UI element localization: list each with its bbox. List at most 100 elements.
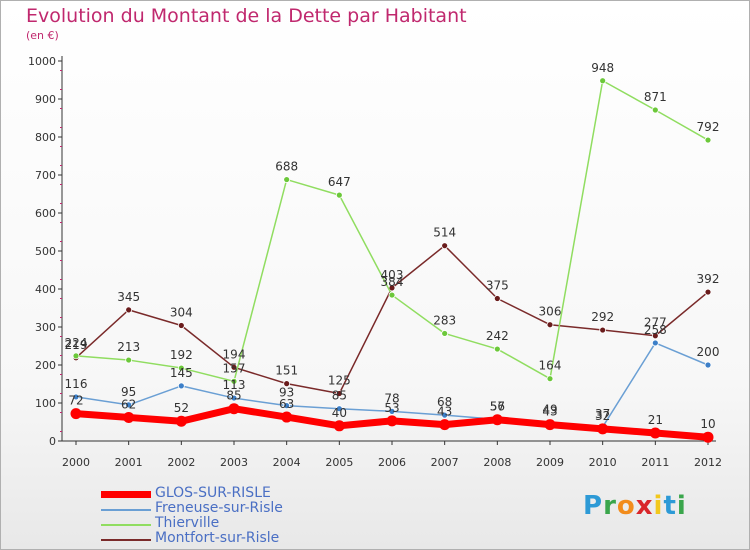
data-point <box>704 288 712 296</box>
data-label: 32 <box>595 409 610 423</box>
data-label: 40 <box>332 406 347 420</box>
chart-subtitle: (en €) <box>26 29 59 42</box>
data-point <box>228 403 240 415</box>
y-tick-label: 200 <box>35 359 56 372</box>
data-label: 345 <box>117 290 140 304</box>
logo-letter: o <box>616 491 636 521</box>
data-point <box>491 414 503 426</box>
data-label: 95 <box>121 385 136 399</box>
data-label: 392 <box>697 272 720 286</box>
x-tick-label: 2004 <box>273 456 301 469</box>
logo-letter: i <box>676 491 687 521</box>
data-point <box>283 402 291 410</box>
legend-label-freneuse: Freneuse-sur-Risle <box>155 500 283 516</box>
data-label: 10 <box>700 417 715 431</box>
x-tick-label: 2009 <box>536 456 564 469</box>
data-label: 151 <box>275 364 298 378</box>
data-point <box>335 405 343 413</box>
data-label: 43 <box>437 405 452 419</box>
data-point <box>125 356 133 364</box>
data-label: 304 <box>170 305 193 319</box>
x-tick-label: 2012 <box>694 456 722 469</box>
data-point <box>493 295 501 302</box>
x-tick-label: 2008 <box>483 456 511 469</box>
legend-label-montfort: Montfort-sur-Risle <box>155 530 280 546</box>
data-label: 49 <box>542 402 557 416</box>
chart-title: Evolution du Montant de la Dette par Hab… <box>26 5 467 27</box>
data-label: 384 <box>381 275 404 289</box>
x-tick-label: 2010 <box>589 456 617 469</box>
data-label: 52 <box>174 401 189 415</box>
x-tick-label: 2011 <box>641 456 669 469</box>
logo-letter: x <box>635 491 654 521</box>
data-label: 113 <box>223 378 246 392</box>
data-point <box>546 375 554 383</box>
data-point <box>599 77 607 85</box>
logo-letter: r <box>603 491 617 521</box>
proxiti-logo: Proxiti <box>583 491 687 521</box>
data-label: 242 <box>486 329 509 343</box>
legend-swatch-glos <box>101 491 151 498</box>
data-point <box>72 393 80 401</box>
data-point <box>702 431 714 443</box>
x-tick-label: 2006 <box>378 456 406 469</box>
data-point <box>704 361 712 369</box>
data-label: 56 <box>490 400 505 414</box>
x-tick-label: 2007 <box>431 456 459 469</box>
data-point <box>651 332 659 340</box>
data-label: 157 <box>223 361 246 375</box>
data-point <box>544 419 556 431</box>
data-label: 43 <box>542 405 557 419</box>
data-point <box>651 339 659 347</box>
data-point <box>388 407 396 415</box>
data-point <box>441 242 449 250</box>
data-label: 194 <box>223 347 246 361</box>
data-point <box>175 415 187 427</box>
data-label: 948 <box>591 61 614 75</box>
data-label: 93 <box>279 386 294 400</box>
data-label: 85 <box>332 389 347 403</box>
y-tick-label: 0 <box>49 435 56 448</box>
data-point <box>72 352 80 360</box>
data-point <box>599 326 607 334</box>
y-tick-label: 400 <box>35 283 56 296</box>
data-point <box>125 401 133 409</box>
y-tick-label: 700 <box>35 169 56 182</box>
data-label: 85 <box>226 389 241 403</box>
data-label: 37 <box>595 407 610 421</box>
data-label: 145 <box>170 366 193 380</box>
legend-label-glos: GLOS-SUR-RISLE <box>155 485 271 501</box>
data-point <box>177 322 185 329</box>
data-label: 213 <box>117 340 140 354</box>
data-point <box>230 394 238 402</box>
data-point <box>597 423 609 435</box>
data-point <box>651 106 659 114</box>
data-point <box>388 291 396 299</box>
data-point <box>70 408 82 420</box>
data-label: 57 <box>490 399 505 413</box>
y-tick-label: 600 <box>35 207 56 220</box>
data-point <box>333 420 345 432</box>
data-point <box>230 377 238 385</box>
x-tick-label: 2005 <box>325 456 353 469</box>
data-label: 792 <box>697 120 720 134</box>
data-label: 292 <box>591 310 614 324</box>
data-label: 375 <box>486 279 509 293</box>
legend-label-thierville: Thierville <box>155 515 220 531</box>
data-label: 200 <box>697 345 720 359</box>
data-point <box>125 306 133 314</box>
data-label: 68 <box>437 395 452 409</box>
data-point <box>123 411 135 423</box>
x-tick-label: 2000 <box>62 456 90 469</box>
y-tick-label: 100 <box>35 397 56 410</box>
data-point <box>441 330 449 337</box>
data-label: 688 <box>275 160 298 174</box>
data-label: 53 <box>384 401 399 415</box>
y-tick-label: 500 <box>35 245 56 258</box>
data-point <box>493 345 501 353</box>
x-tick-label: 2002 <box>167 456 195 469</box>
y-tick-label: 300 <box>35 321 56 334</box>
data-label: 125 <box>328 374 351 388</box>
